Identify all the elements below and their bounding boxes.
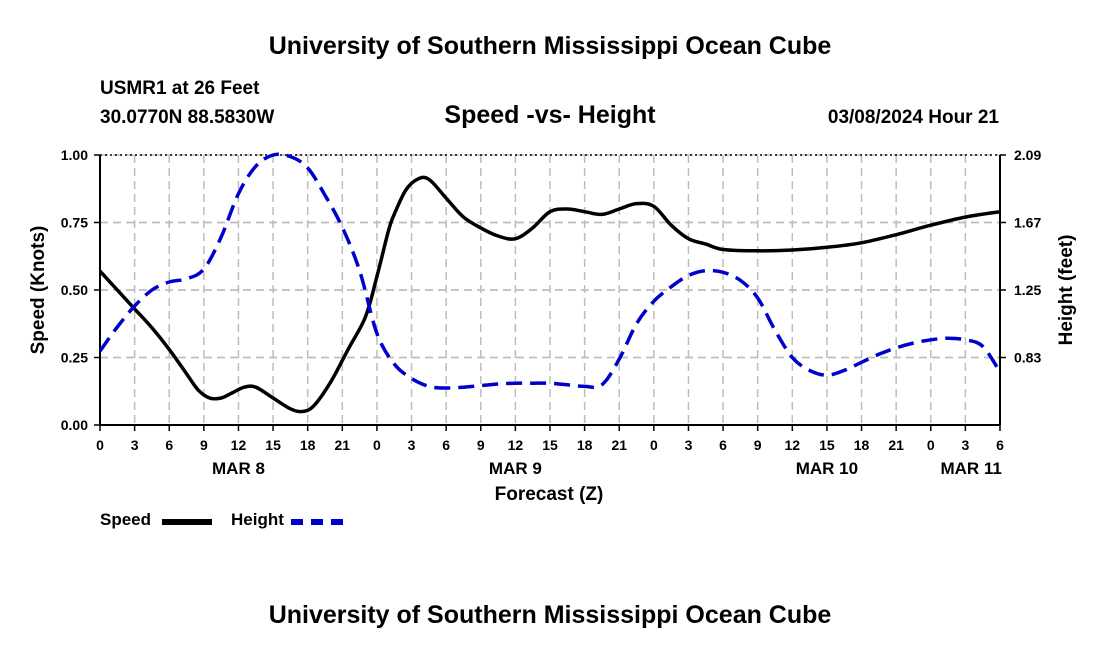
legend-speed-label: Speed: [100, 510, 152, 529]
x-tick-label: 6: [719, 437, 727, 453]
x-tick-label: 18: [577, 437, 593, 453]
series-line-speed: [100, 175, 1000, 414]
x-tick-label: 6: [996, 437, 1004, 453]
forecast-datetime: 03/08/2024 Hour 21: [827, 107, 999, 128]
axes: [94, 154, 1006, 431]
x-tick-label: 6: [165, 437, 173, 453]
x-tick-label: 9: [477, 437, 485, 453]
y2-axis-label: Height (feet): [1056, 235, 1077, 346]
y-tick-label: 1.00: [61, 147, 88, 163]
grid-lines: [100, 154, 1000, 425]
y-tick-label: 0.75: [61, 215, 88, 231]
x-tick-label: 21: [888, 437, 904, 453]
y2-tick-label: 0.83: [1014, 350, 1041, 366]
x-tick-label: 6: [442, 437, 450, 453]
y-tick-label: 0.25: [61, 350, 88, 366]
x-tick-label: 15: [542, 437, 558, 453]
x-tick-label: 15: [819, 437, 835, 453]
tick-labels: 0 3 6 9 12 15 18 21 0 3 6 9 12 15 18 21 0 3 6 9 12 15 18 21 0 3 6 0…: [61, 147, 1042, 478]
x-tick-label: 3: [131, 437, 139, 453]
y2-tick-label: 2.09: [1014, 147, 1041, 163]
x-tick-label: 18: [854, 437, 870, 453]
x-tick-label: 12: [785, 437, 801, 453]
station-coordinates: 30.0770N 88.5830W: [100, 107, 275, 128]
chart-title-top: University of Southern Mississippi Ocean…: [268, 32, 832, 60]
x-tick-label: 0: [927, 437, 935, 453]
legend-height-label: Height: [231, 510, 284, 529]
chart-subtitle: Speed -vs- Height: [444, 101, 656, 129]
station-label: USMR1 at 26 Feet: [100, 78, 260, 99]
x-tick-label: 12: [508, 437, 524, 453]
x-tick-label: 18: [300, 437, 316, 453]
x-tick-label: 21: [335, 437, 351, 453]
x-tick-label: 9: [200, 437, 208, 453]
y2-tick-label: 1.67: [1014, 215, 1041, 231]
legend-speed-swatch: [162, 519, 212, 525]
y-axis-label: Speed (Knots): [28, 226, 49, 355]
chart-title-bottom: University of Southern Mississippi Ocean…: [268, 601, 832, 629]
x-tick-label: 0: [373, 437, 381, 453]
x-tick-label: 3: [961, 437, 969, 453]
date-label: MAR 10: [796, 459, 858, 478]
date-label: MAR 9: [489, 459, 542, 478]
x-tick-label: 0: [96, 437, 104, 453]
legend-height-swatch: [291, 519, 343, 525]
x-tick-label: 0: [650, 437, 658, 453]
date-label: MAR 11: [940, 459, 1001, 478]
y-tick-label: 0.50: [61, 282, 88, 298]
y2-tick-label: 1.25: [1014, 282, 1041, 298]
date-label: MAR 8: [212, 459, 265, 478]
data-series: [100, 152, 1000, 414]
x-tick-label: 3: [408, 437, 416, 453]
x-tick-label: 9: [754, 437, 762, 453]
x-axis-label: Forecast (Z): [495, 484, 604, 505]
y-tick-label: 0.00: [61, 417, 88, 433]
x-tick-label: 21: [611, 437, 627, 453]
x-tick-label: 3: [685, 437, 693, 453]
x-tick-label: 15: [265, 437, 281, 453]
series-line-height: [100, 152, 1000, 390]
x-tick-label: 12: [231, 437, 247, 453]
